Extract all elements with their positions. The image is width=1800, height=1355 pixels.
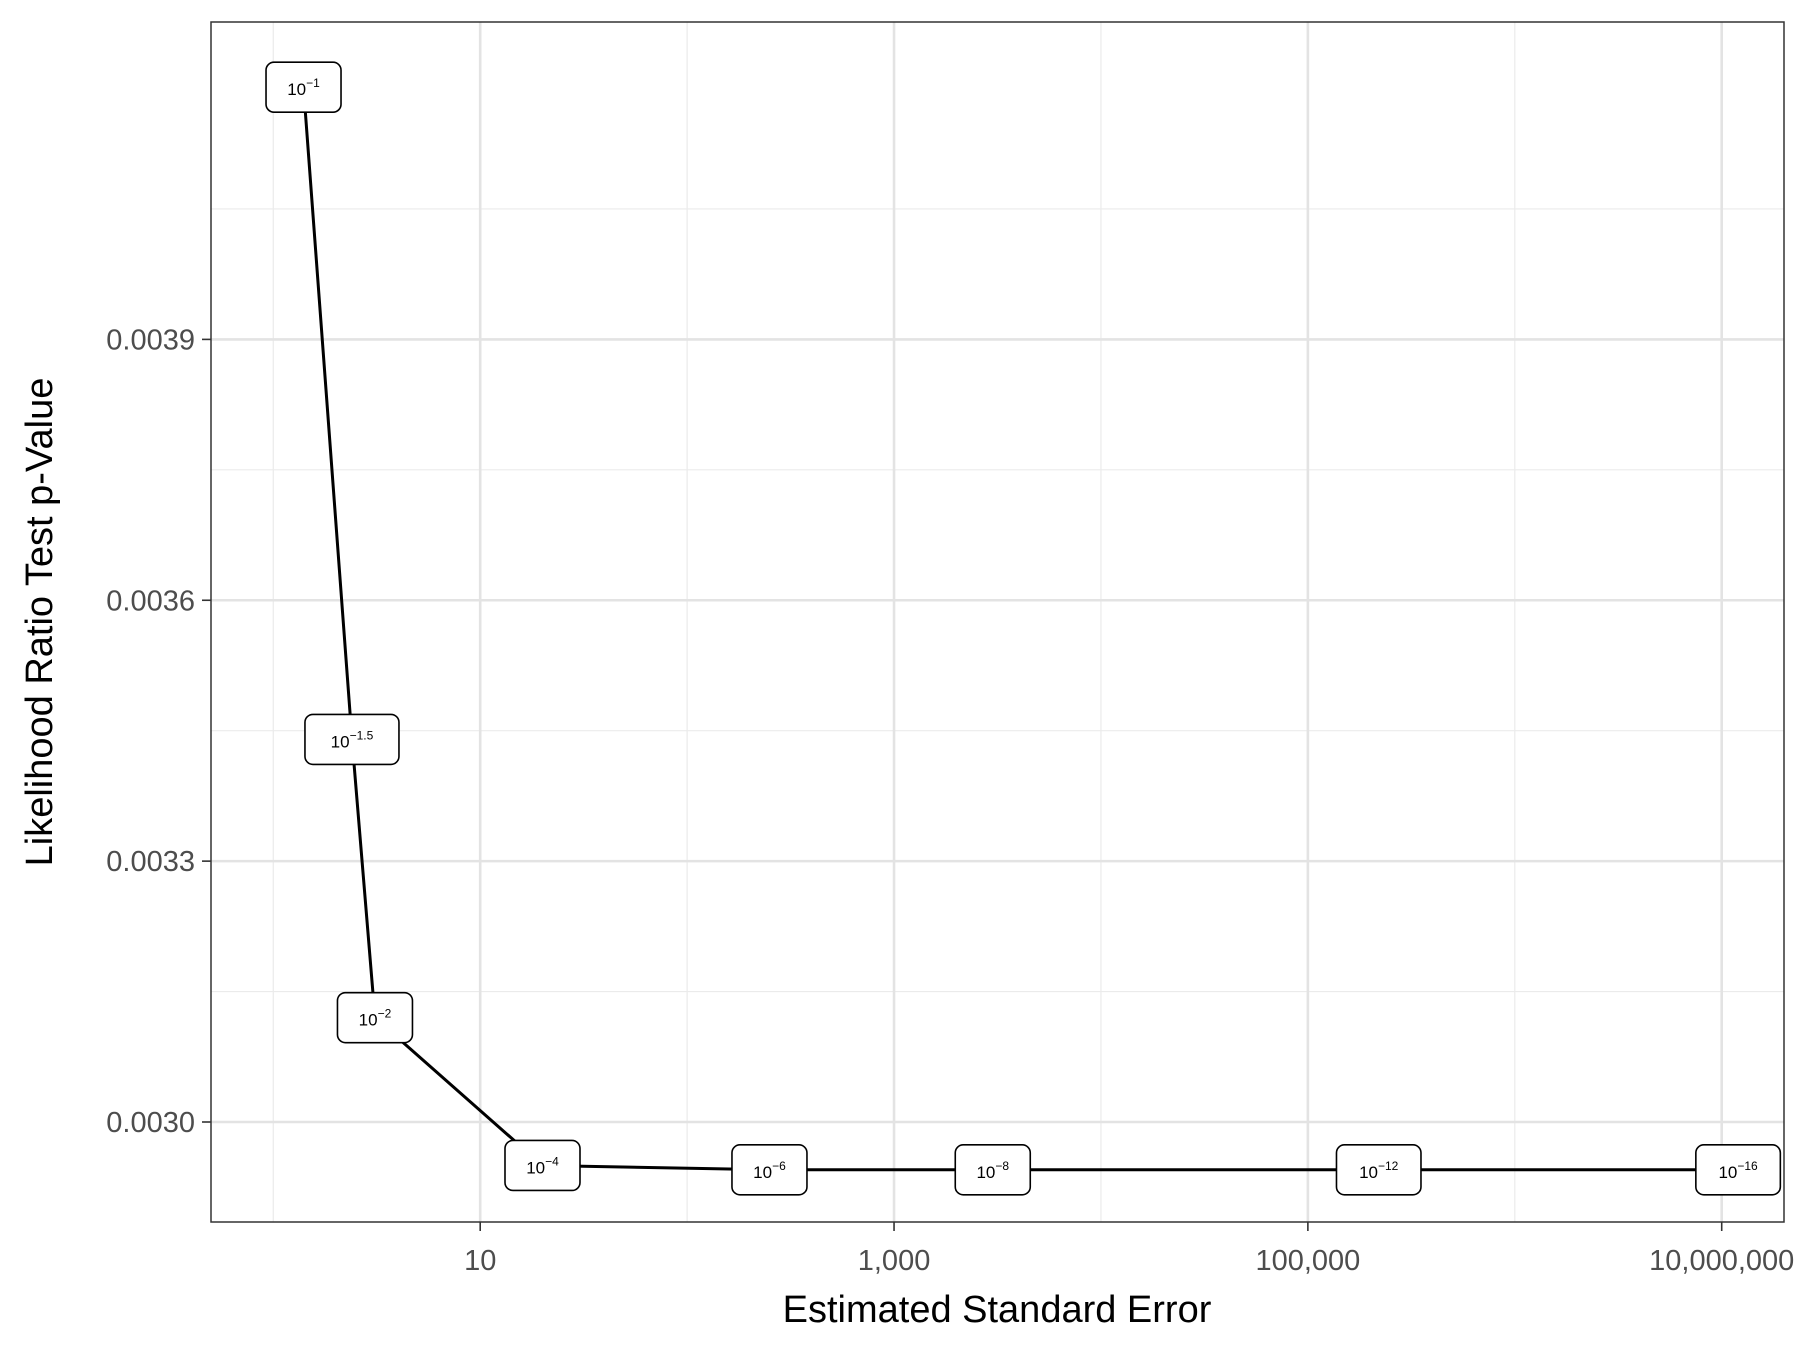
point-label: 10−6 [732, 1145, 807, 1195]
point-label: 10−4 [505, 1140, 580, 1190]
point-label-exponent: −16 [1737, 1159, 1758, 1173]
point-label-exponent: −6 [772, 1159, 786, 1173]
point-label-exponent: −8 [995, 1159, 1009, 1173]
y-axis-title: Likelihood Ratio Test p-Value [19, 378, 61, 867]
point-label: 10−1.5 [305, 714, 399, 764]
point-label: 10−12 [1336, 1145, 1421, 1195]
point-label: 10−16 [1696, 1145, 1781, 1195]
y-tick-label: 0.0033 [106, 846, 195, 878]
point-label-exponent: −1 [306, 76, 320, 90]
y-tick-label: 0.0030 [106, 1107, 195, 1139]
point-label: 10−8 [955, 1145, 1030, 1195]
point-label-exponent: −1.5 [350, 728, 374, 742]
point-label-base: 10 [526, 1158, 545, 1177]
x-tick-label: 10 [464, 1245, 496, 1277]
x-axis-title: Estimated Standard Error [783, 1289, 1212, 1331]
point-label: 10−1 [266, 62, 341, 112]
y-tick-label: 0.0036 [106, 585, 195, 617]
x-tick-label: 1,000 [858, 1245, 931, 1277]
point-label-base: 10 [287, 80, 306, 99]
point-label-base: 10 [359, 1011, 378, 1030]
point-label-base: 10 [331, 732, 350, 751]
point-label-base: 10 [976, 1163, 995, 1182]
point-label-exponent: −12 [1378, 1159, 1399, 1173]
point-label-base: 10 [753, 1163, 772, 1182]
point-label-base: 10 [1359, 1163, 1378, 1182]
point-label: 10−2 [337, 993, 412, 1043]
x-tick-label: 100,000 [1255, 1245, 1360, 1277]
point-label-base: 10 [1718, 1163, 1737, 1182]
y-tick-label: 0.0039 [106, 324, 195, 356]
point-label-exponent: −4 [545, 1154, 559, 1168]
point-label-exponent: −2 [378, 1007, 392, 1021]
x-tick-label: 10,000,000 [1649, 1245, 1794, 1277]
